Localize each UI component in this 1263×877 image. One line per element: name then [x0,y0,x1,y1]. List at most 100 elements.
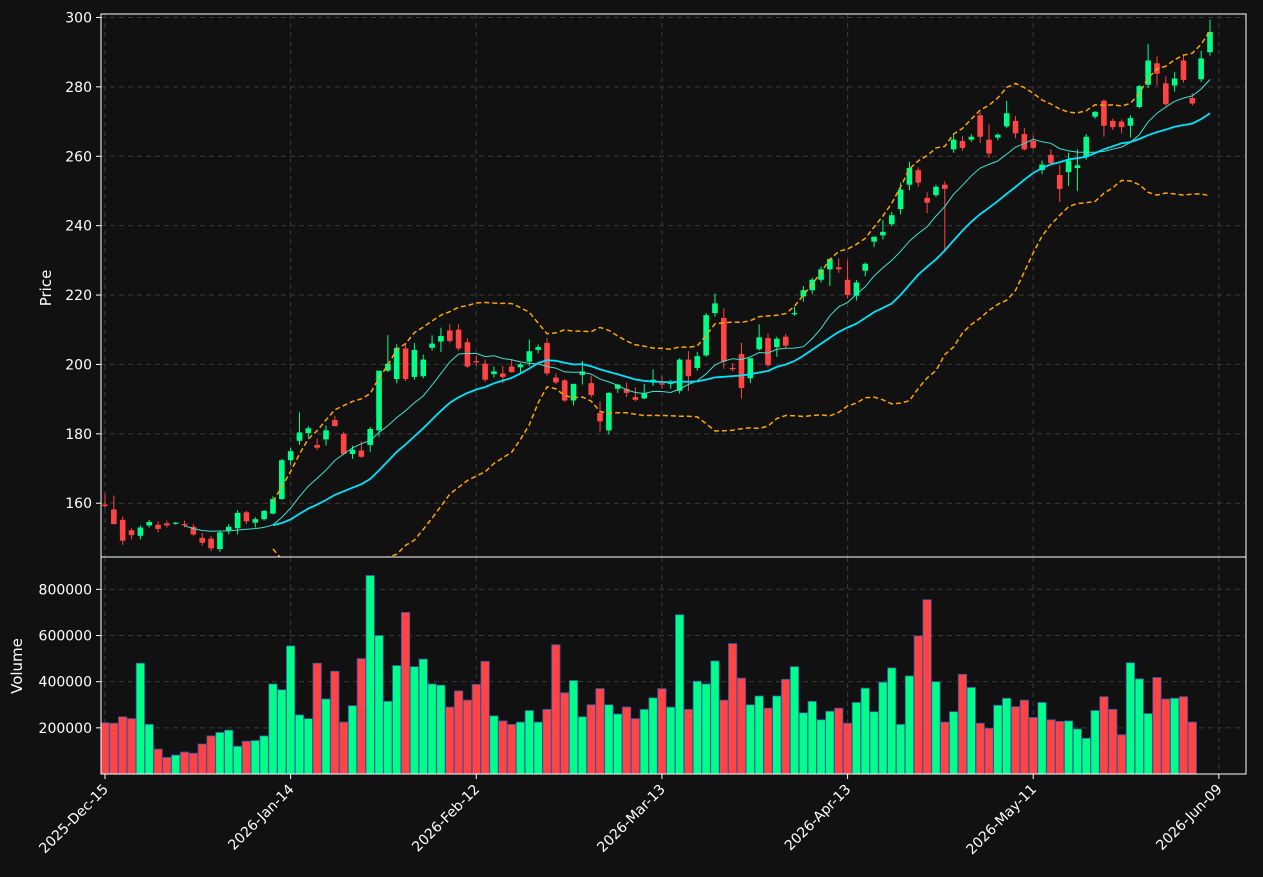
volume-tick-label: 200000 [39,721,92,737]
candle-body [1030,140,1036,148]
candle-body [1145,60,1151,85]
candle-body [606,392,612,431]
volume-bar [648,697,658,775]
volume-bar [109,722,119,775]
candle-body [765,338,771,366]
volume-bar [277,689,287,775]
candle-body [597,413,603,422]
price-tick-label: 220 [65,288,92,304]
candle-body [782,336,789,346]
volume-bar [807,700,817,775]
volume-bar [975,722,985,775]
candle-body [1198,58,1204,80]
volume-bar [524,710,534,775]
price-axis-ticks: 160 180 200 220 240 260 280 300 [65,10,101,512]
price-plot-area [102,19,1213,557]
volume-bar [1117,734,1127,775]
volume-bar [453,690,464,775]
volume-bar [197,743,207,775]
volume-bar [639,708,649,775]
candle-body [827,258,833,270]
candle-body [623,388,630,393]
volume-bar [798,712,808,775]
volume-bar [1187,721,1197,775]
candle-body [1083,136,1090,157]
volume-bar [436,684,446,775]
volume-bar [949,711,959,775]
volume-bar [834,707,844,775]
volume-bar [533,721,543,775]
candle-body [853,282,860,296]
candle-body [1171,78,1178,86]
price-tick-label: 260 [65,149,92,165]
candle-body [385,363,391,371]
candle-body [880,231,886,236]
candle-body [729,367,736,370]
candle-body [393,347,400,380]
volume-bar [701,683,711,775]
volume-bar [772,695,782,775]
volume-bar [144,723,154,775]
volume-bar [462,699,473,775]
volume-bar [869,711,879,775]
candle-body [915,170,922,183]
indicator-overlays [184,30,1211,557]
candle-body [172,522,179,524]
candle-body [871,236,877,242]
candle-body [217,532,223,550]
candle-body [473,360,480,363]
volume-bar [330,670,340,775]
volume-bar [675,614,685,775]
bollinger-lower-line [272,179,1211,557]
candle-body [314,444,320,448]
candle-body [632,397,639,400]
volume-bar [736,677,747,775]
volume-bar [498,720,508,775]
price-tick-label: 240 [65,219,92,235]
volume-bar [577,716,587,775]
volume-bar [657,688,667,775]
candle-body [119,519,126,541]
volume-bar [489,715,499,775]
volume-bar [1055,720,1065,775]
volume-bar [162,756,172,775]
candle-body [111,509,117,525]
volume-bar [400,612,411,775]
candle-body [968,136,975,140]
candle-body [340,433,347,454]
candle-body [1163,83,1169,105]
volume-bar [1152,677,1162,775]
candle-body [455,329,462,349]
candle-body [959,140,966,148]
volume-bar [135,662,145,775]
volume-bar [347,705,358,775]
candle-body [287,451,294,461]
candle-body [128,530,135,536]
volume-bar [250,740,260,775]
candle-body [323,430,329,440]
price-panel-grid [101,14,1246,557]
candle-body [358,450,365,457]
candle-body [446,330,453,341]
volume-bar [993,704,1003,775]
volume-bar [940,721,950,775]
candle-body [181,524,188,526]
volume-bar [418,658,428,775]
candle-body [579,371,586,375]
volume-bar [931,681,941,775]
candle-body [225,526,232,531]
volume-bar [542,708,552,775]
volume-bar [303,718,313,775]
volume-bar [268,683,278,775]
candle-body [164,523,170,526]
candle-body [438,335,444,342]
volume-bar [825,710,835,775]
volume-axis-title: Volume [8,638,26,694]
candle-body [588,383,594,395]
candle-body [332,419,338,427]
volume-bar [1010,706,1021,775]
candle-body [694,356,701,368]
price-tick-label: 180 [65,427,92,443]
volume-bar [1002,697,1012,775]
candle-body [526,351,533,362]
